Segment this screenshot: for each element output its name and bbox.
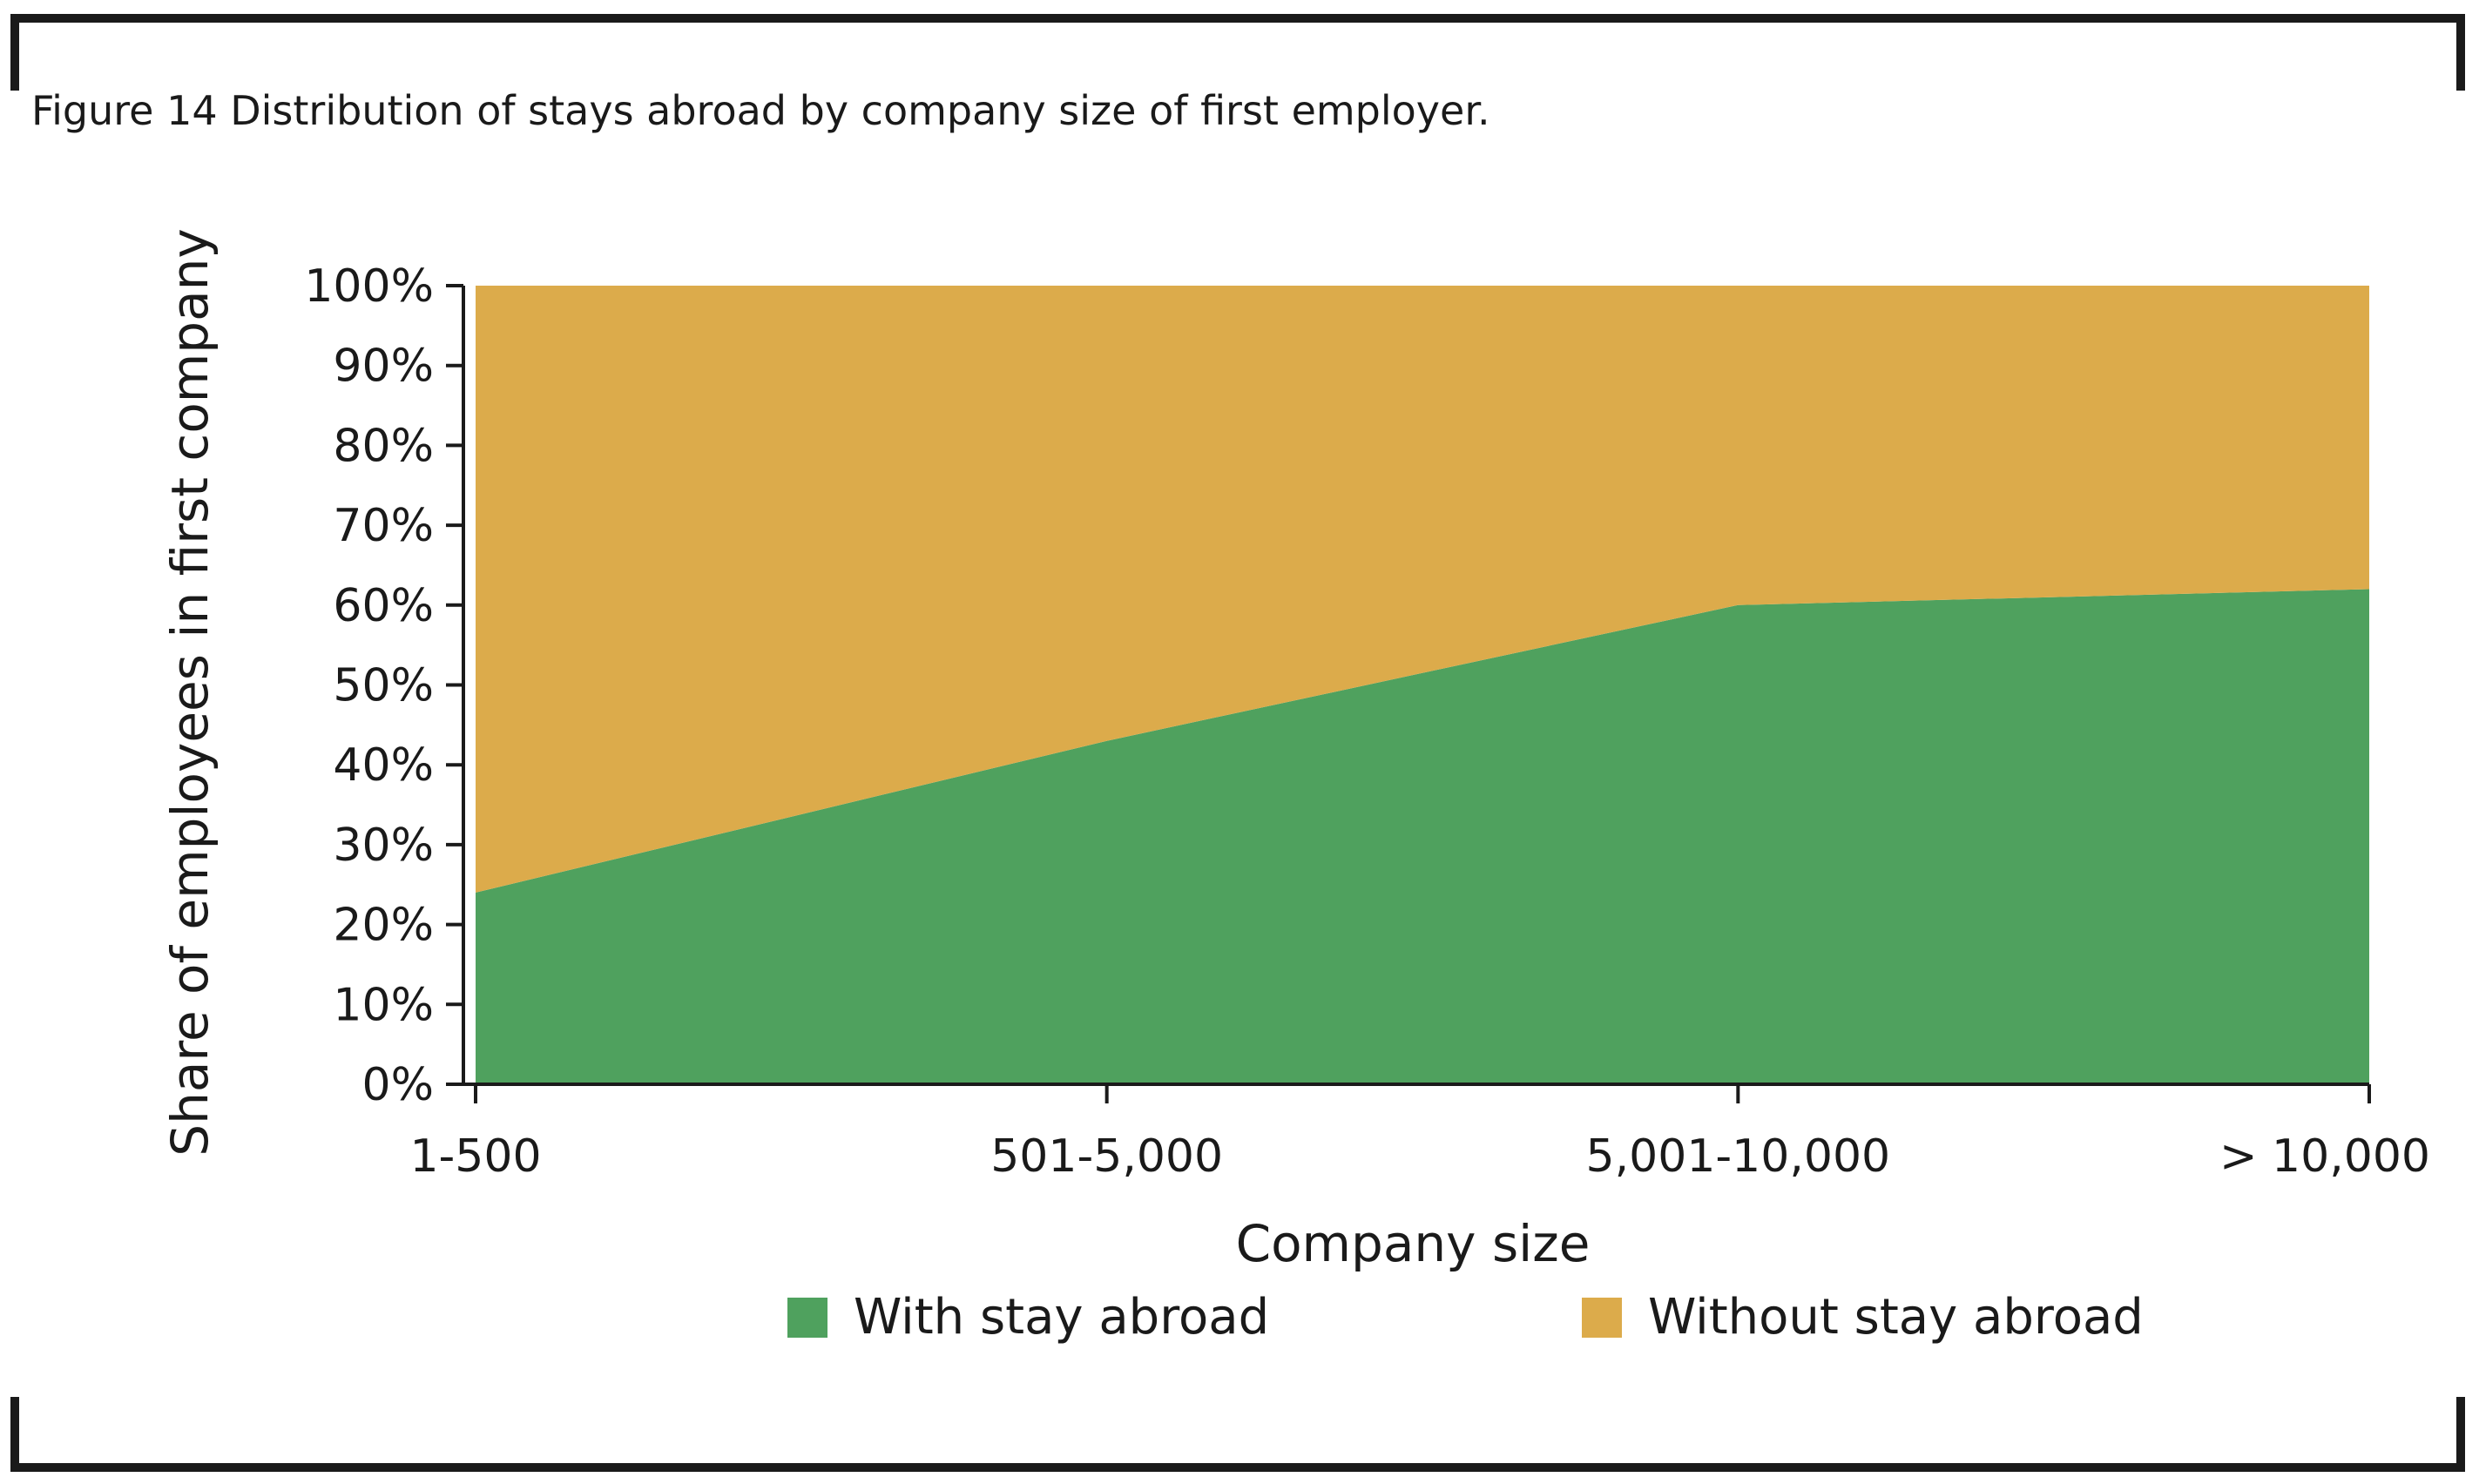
- legend-item-without-stay-abroad: Without stay abroad: [1582, 1289, 2144, 1346]
- x-tick-label: 1-500: [409, 1130, 541, 1183]
- area-series-with-stay-abroad: [476, 589, 2369, 1084]
- legend-swatch-with-stay-abroad: [787, 1297, 827, 1338]
- y-tick-label: 10%: [333, 979, 434, 1031]
- y-tick-label: 40%: [333, 739, 434, 792]
- y-tick-label: 80%: [333, 420, 434, 472]
- x-tick-label: > 10,000: [2219, 1130, 2430, 1183]
- y-tick-label: 30%: [333, 820, 434, 872]
- y-tick-label: 90%: [333, 341, 434, 393]
- area-layer: [476, 286, 2369, 1084]
- x-tick-label: 501-5,000: [990, 1130, 1223, 1183]
- x-tick-label: 5,001-10,000: [1586, 1130, 1891, 1183]
- y-tick-label: 70%: [333, 500, 434, 552]
- y-tick-label: 100%: [304, 260, 434, 313]
- y-tick-label: 50%: [333, 660, 434, 712]
- y-tick-label: 0%: [362, 1059, 435, 1111]
- legend-label-without-stay-abroad: Without stay abroad: [1648, 1289, 2144, 1346]
- area-series-without-stay-abroad: [476, 286, 2369, 893]
- legend: With stay abroad Without stay abroad: [0, 1289, 2479, 1350]
- figure-title: Figure 14 Distribution of stays abroad b…: [31, 87, 1490, 134]
- x-axis-title: Company size: [1236, 1214, 1591, 1273]
- legend-swatch-without-stay-abroad: [1582, 1297, 1622, 1338]
- frame-top-bracket: [10, 14, 2465, 91]
- y-tick-label: 60%: [333, 580, 434, 632]
- y-axis-title: Share of employees in first company: [160, 228, 220, 1157]
- axis-layer: 0% 10% 20% 30% 40% 50% 60% 70% 80% 90% 100% 1-500 50…: [304, 260, 2430, 1183]
- legend-label-with-stay-abroad: With stay abroad: [854, 1289, 1270, 1346]
- legend-item-with-stay-abroad: With stay abroad: [787, 1289, 1269, 1346]
- y-tick-label: 20%: [333, 900, 434, 952]
- frame-bottom-bracket: [10, 1397, 2465, 1472]
